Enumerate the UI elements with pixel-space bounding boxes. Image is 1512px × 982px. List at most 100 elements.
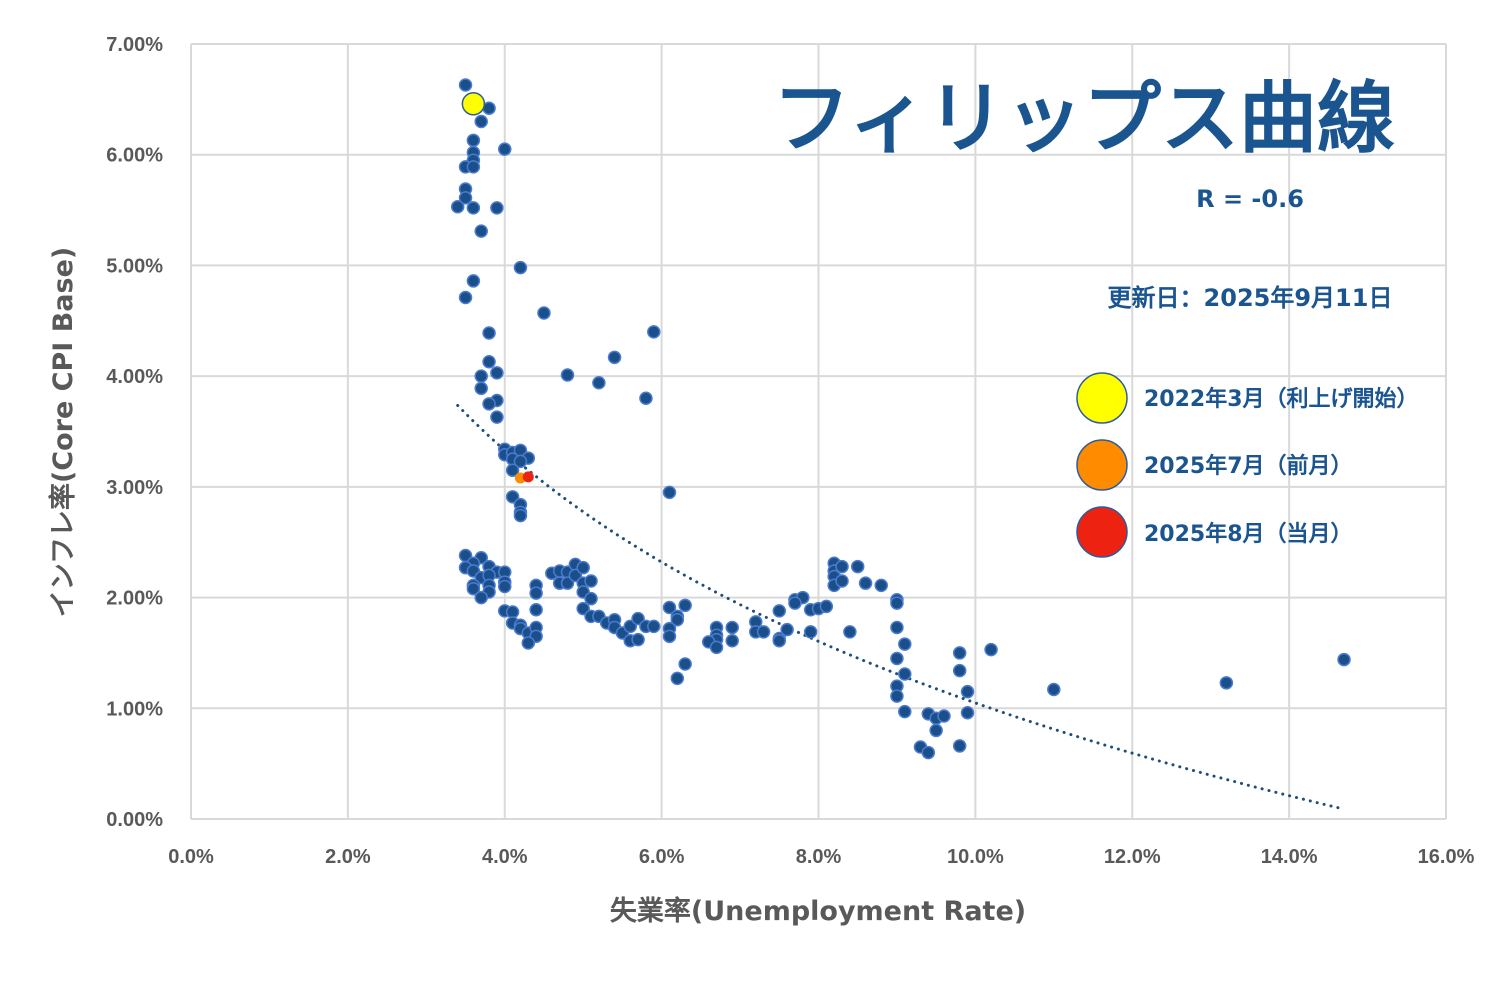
data-point [584,591,598,606]
data-points [450,78,1351,760]
y-axis-title: インフレ率(Core CPI Base) [47,247,79,618]
data-point [560,368,575,382]
x-axis-title: 失業率(Unemployment Rate) [610,895,1026,927]
data-point [466,160,481,174]
y-tick-label: 5.00% [106,255,163,277]
data-point [513,508,528,523]
data-point [529,603,543,617]
legend-item: 2025年7月（前月） [1076,439,1353,491]
data-point [662,629,677,644]
data-point [678,657,692,671]
data-point [850,559,865,574]
data-point [505,463,520,477]
data-point [466,201,481,215]
data-point [890,689,904,703]
y-tick-label: 7.00% [106,34,163,56]
y-tick-label: 0.00% [106,809,163,831]
trendline [456,404,1346,811]
data-point [984,642,998,657]
gridlines [190,43,1447,820]
data-point [568,568,583,583]
data-point [952,646,967,660]
data-point [772,604,787,618]
data-point [450,200,465,214]
y-tick-label: 2.00% [106,588,163,610]
data-point [960,684,975,699]
x-tick-label: 16.0% [1418,846,1475,868]
data-point [490,410,504,424]
trendline-path [456,404,1346,811]
chart-title: フィリップス曲線 [773,74,1395,164]
data-point [803,625,818,639]
highlight-point [461,92,486,116]
data-point [898,637,912,651]
data-point [921,745,936,760]
data-point [576,560,590,575]
x-axis-ticks: 0.0% 2.0% 4.0% 6.0% 8.0% 10.0% 12.0% 14.0% 16.0% [168,846,1474,868]
data-point [466,581,481,596]
data-point [474,369,488,383]
x-tick-label: 0.0% [168,846,214,868]
data-point [662,600,677,615]
data-point [458,191,473,205]
data-point [662,485,677,500]
data-point [890,651,904,666]
data-point [772,634,787,648]
data-point [788,596,802,610]
data-point [678,598,692,613]
data-point [843,625,857,639]
data-point [937,709,951,723]
x-tick-label: 12.0% [1104,846,1161,868]
data-point [521,636,536,650]
data-point [725,620,739,635]
data-point [631,611,645,626]
data-point [482,355,496,369]
y-tick-label: 1.00% [106,698,163,720]
data-point [1337,652,1351,667]
data-point [482,326,496,340]
data-point [498,142,512,156]
data-point [505,490,520,504]
legend-label: 2022年3月（利上げ開始） [1144,386,1419,412]
data-point [474,590,488,605]
data-point [756,625,771,639]
x-tick-label: 14.0% [1261,846,1318,868]
data-point [952,663,967,678]
x-tick-label: 8.0% [796,846,842,868]
data-point [835,559,849,574]
legend-marker-red [1076,506,1128,558]
data-point [890,620,904,635]
data-point [890,596,904,610]
data-point [513,454,528,469]
data-point [670,612,685,627]
data-point [466,274,481,288]
data-point [474,224,488,238]
y-tick-label: 6.00% [106,145,163,167]
highlight-points [461,92,534,484]
data-point [631,632,645,647]
data-point [647,325,661,339]
legend: 2022年3月（利上げ開始） 2025年7月（前月） 2025年8月（当月） [1076,372,1419,558]
updated-date: 更新日：2025年9月11日 [1108,284,1393,312]
data-point [466,133,481,148]
data-point [898,704,912,719]
x-tick-label: 4.0% [482,846,528,868]
data-point [709,640,724,655]
data-point [560,576,575,590]
data-point [835,574,849,588]
data-point [607,350,622,365]
legend-marker-orange [1076,439,1128,491]
data-point [623,619,637,634]
data-point [458,78,473,92]
y-axis-ticks: 0.00% 1.00% 2.00% 3.00% 4.00% 5.00% 6.00% 7.00% [106,34,163,831]
data-point [498,579,512,594]
legend-item: 2022年3月（利上げ開始） [1076,372,1419,424]
correlation-label: R = -0.6 [1196,185,1304,213]
data-point [474,114,488,129]
x-tick-label: 10.0% [947,846,1004,868]
data-point [670,671,685,686]
data-point [639,391,653,406]
legend-item: 2025年8月（当月） [1076,506,1353,558]
legend-marker-yellow [1076,372,1128,424]
data-point [929,723,943,738]
